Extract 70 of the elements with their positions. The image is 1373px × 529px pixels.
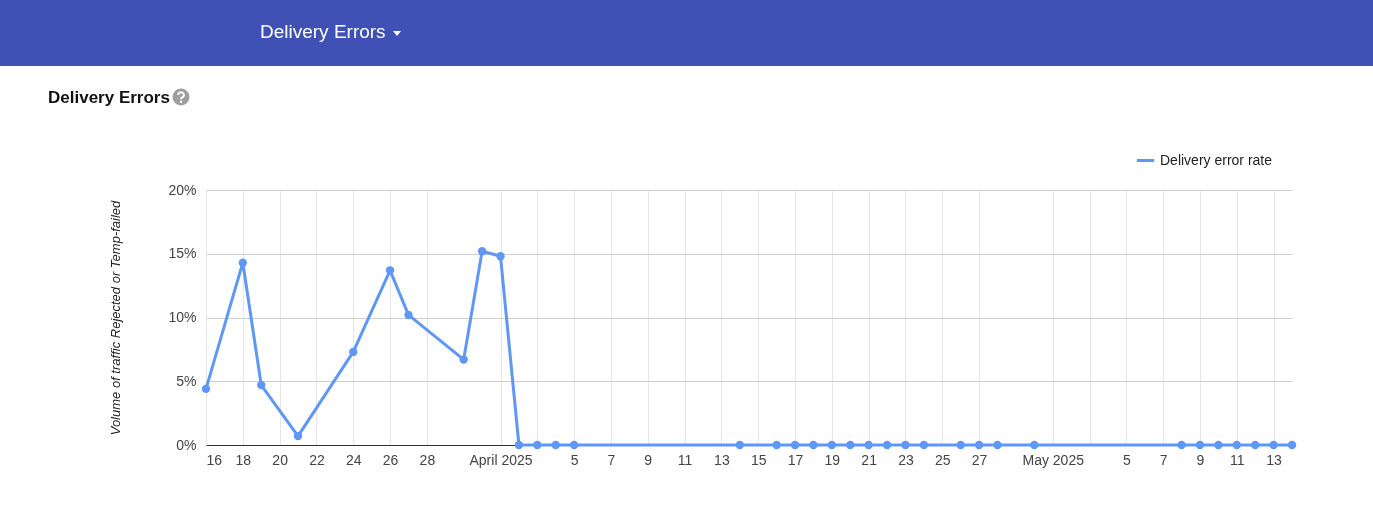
point <box>459 355 468 364</box>
point <box>569 440 579 450</box>
point <box>735 440 744 450</box>
x-tick-label: 9 <box>644 451 653 468</box>
point <box>846 440 855 450</box>
point <box>533 440 542 450</box>
point <box>882 440 892 450</box>
x-tick-label: 9 <box>1196 451 1205 468</box>
point <box>1232 440 1241 450</box>
x-tick-label: 24 <box>345 451 362 468</box>
point <box>477 247 487 256</box>
point <box>293 431 303 441</box>
x-tick-label: 16 <box>206 451 223 468</box>
x-tick-label: 26 <box>382 451 399 468</box>
x-tick-label: 20 <box>272 451 289 468</box>
point <box>496 252 505 261</box>
point <box>201 384 211 394</box>
x-tick-label: 13 <box>1266 451 1283 468</box>
y-tick-label: 20% <box>168 181 197 198</box>
point <box>956 440 965 450</box>
point <box>901 440 910 450</box>
x-tick-label: 23 <box>898 451 914 468</box>
point <box>919 440 929 450</box>
chart-title: Delivery Errors <box>260 21 386 42</box>
point <box>993 440 1002 450</box>
x-tick-label: 15 <box>750 451 767 468</box>
chart-title: Delivery Errors <box>48 88 170 107</box>
point <box>1287 440 1297 450</box>
y-tick-label: 15% <box>168 245 197 262</box>
point <box>514 440 524 450</box>
point <box>1195 440 1205 450</box>
x-tick-label: 13 <box>714 451 730 468</box>
point <box>827 440 837 450</box>
x-tick-label: 18 <box>235 451 252 468</box>
x-tick-label: 25 <box>934 451 951 468</box>
x-tick-label: 11 <box>1230 451 1245 468</box>
x-tick-label: 27 <box>971 451 988 468</box>
point <box>790 440 800 450</box>
point <box>974 440 984 450</box>
y-tick-label: 10% <box>168 309 197 325</box>
y-axis-title: Volume of traffic Rejected or Temp-failed <box>108 199 124 436</box>
point <box>1214 440 1223 450</box>
x-tick-label: 5 <box>570 451 579 468</box>
x-tick-label: 5 <box>1122 451 1131 468</box>
point <box>1030 440 1039 450</box>
x-tick-label: 7 <box>607 451 616 468</box>
point <box>772 440 781 450</box>
x-tick-label: 17 <box>787 451 804 468</box>
point <box>1269 440 1278 450</box>
point <box>1177 440 1186 450</box>
x-tick-label: 21 <box>861 451 878 468</box>
x-tick-label: 11 <box>677 451 693 468</box>
legend-label: Delivery error rate <box>1160 151 1273 168</box>
point <box>1251 440 1260 450</box>
point <box>809 440 818 450</box>
point <box>385 266 395 275</box>
point <box>864 440 873 450</box>
point <box>238 258 247 267</box>
point <box>551 440 560 450</box>
x-tick-label: April 2025 <box>469 451 533 468</box>
y-tick-label: 5% <box>176 372 197 389</box>
point <box>404 310 413 320</box>
y-tick-label: 0% <box>176 436 197 453</box>
x-tick-label: 22 <box>309 451 325 468</box>
point <box>349 347 358 357</box>
x-tick-label: May 2025 <box>1022 451 1085 468</box>
point <box>257 380 266 390</box>
x-tick-label: 7 <box>1159 451 1168 468</box>
x-tick-label: 28 <box>419 451 436 468</box>
x-tick-label: 19 <box>824 451 841 468</box>
